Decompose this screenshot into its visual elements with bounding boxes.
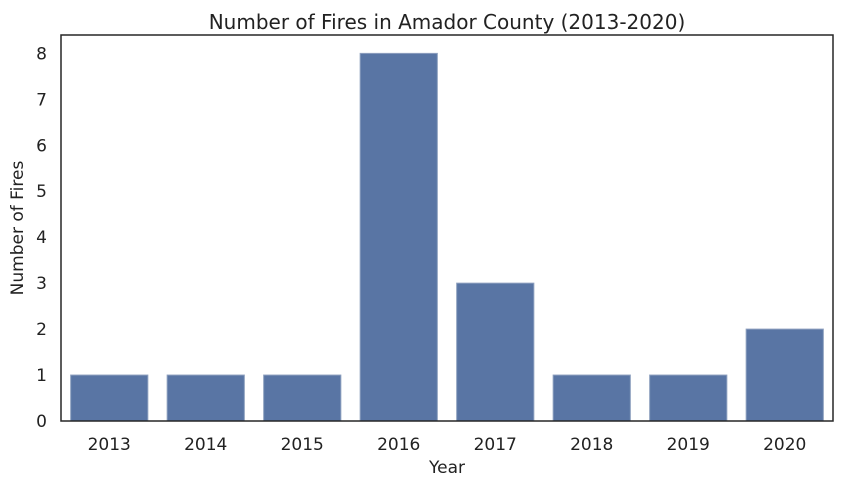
y-tick-label-3: 3 bbox=[36, 274, 47, 294]
x-tick-label-2014: 2014 bbox=[184, 435, 227, 455]
y-axis-label: Number of Fires bbox=[8, 161, 28, 296]
y-tick-label-4: 4 bbox=[36, 228, 47, 248]
bar-2020 bbox=[745, 328, 824, 422]
y-tick-label-5: 5 bbox=[36, 182, 47, 202]
bar-2013 bbox=[70, 374, 149, 422]
bar-2017 bbox=[456, 282, 535, 422]
x-tick-labels: 2013 2014 2015 2016 2017 2018 2019 2020 bbox=[88, 435, 807, 455]
y-tick-label-2: 2 bbox=[36, 320, 47, 340]
x-tick-label-2016: 2016 bbox=[377, 435, 420, 455]
x-tick-label-2017: 2017 bbox=[474, 435, 517, 455]
bar-2018 bbox=[552, 374, 631, 422]
x-tick-label-2018: 2018 bbox=[570, 435, 613, 455]
y-tick-label-0: 0 bbox=[36, 412, 47, 432]
x-axis-label: Year bbox=[428, 458, 465, 478]
y-tick-label-7: 7 bbox=[36, 90, 47, 110]
y-tick-label-1: 1 bbox=[36, 366, 47, 386]
bars-layer bbox=[70, 52, 824, 422]
chart-title: Number of Fires in Amador County (2013-2… bbox=[209, 10, 686, 34]
y-tick-label-6: 6 bbox=[36, 136, 47, 156]
bar-2015 bbox=[263, 374, 342, 422]
x-tick-label-2019: 2019 bbox=[667, 435, 710, 455]
x-tick-label-2020: 2020 bbox=[763, 435, 806, 455]
bar-2014 bbox=[166, 374, 245, 422]
x-tick-label-2015: 2015 bbox=[281, 435, 324, 455]
axes-frame bbox=[60, 34, 834, 422]
y-tick-label-8: 8 bbox=[36, 44, 47, 64]
y-tick-labels: 0 1 2 3 4 5 6 7 8 bbox=[36, 44, 47, 432]
bar-2019 bbox=[649, 374, 728, 422]
x-tick-label-2013: 2013 bbox=[88, 435, 131, 455]
bar-2016 bbox=[359, 52, 438, 422]
